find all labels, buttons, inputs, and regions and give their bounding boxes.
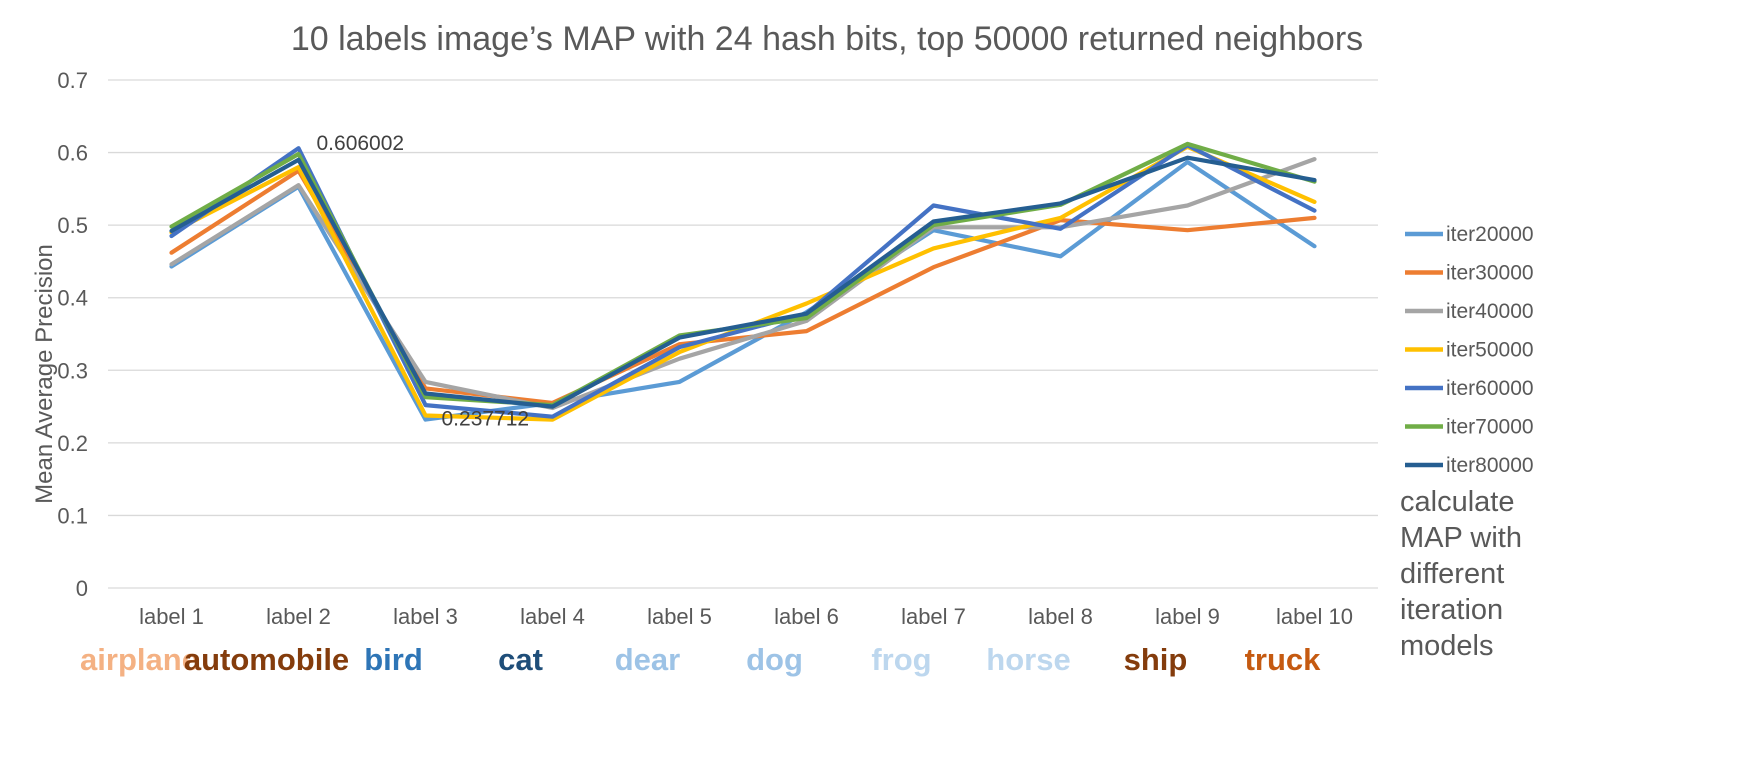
x-tick-label: label 9 xyxy=(1155,604,1220,629)
x-tick-label: label 4 xyxy=(520,604,585,629)
x-tick-label: label 2 xyxy=(266,604,331,629)
category-name: bird xyxy=(364,642,423,677)
side-note-line: models xyxy=(1400,630,1494,662)
series-line-iter60000 xyxy=(169,143,1317,419)
legend-label: iter60000 xyxy=(1446,377,1534,400)
x-tick-label: label 8 xyxy=(1028,604,1093,629)
legend: iter20000 iter30000 iter40000 iter50000 iter… xyxy=(1405,223,1534,477)
legend-label: iter80000 xyxy=(1446,454,1534,477)
y-tick-label: 0.2 xyxy=(57,431,88,456)
y-axis-ticks: 0 0.1 0.2 0.3 0.4 0.5 0.6 0.7 xyxy=(57,68,88,601)
side-note-line: MAP with xyxy=(1400,522,1522,554)
category-name: airplane xyxy=(80,642,199,677)
side-note-line: iteration xyxy=(1400,594,1503,626)
x-axis-ticks: label 1 label 2 label 3 label 4 label 5 label… xyxy=(139,604,1353,629)
series-lines xyxy=(169,141,1317,422)
category-name: truck xyxy=(1245,642,1322,677)
x-tick-label: label 1 xyxy=(139,604,204,629)
legend-label: iter20000 xyxy=(1446,223,1534,246)
y-tick-label: 0 xyxy=(76,576,88,601)
side-note: calculate MAP with different iteration model… xyxy=(1400,486,1522,662)
side-note-line: different xyxy=(1400,558,1504,590)
series-line-iter70000 xyxy=(169,141,1317,408)
category-name: automobile xyxy=(184,642,349,677)
side-note-line: calculate xyxy=(1400,486,1514,518)
y-tick-label: 0.3 xyxy=(57,358,88,383)
series-line-iter30000 xyxy=(169,168,1317,405)
chart-title: 10 labels image’s MAP with 24 hash bits,… xyxy=(291,20,1363,58)
y-tick-label: 0.6 xyxy=(57,141,88,166)
series-line-iter20000 xyxy=(169,159,1317,422)
data-label: 0.606002 xyxy=(317,132,405,155)
series-line-iter80000 xyxy=(169,155,1317,409)
x-tick-label: label 6 xyxy=(774,604,839,629)
series-line-iter40000 xyxy=(169,157,1317,411)
series-line-iter50000 xyxy=(169,144,1317,422)
legend-label: iter70000 xyxy=(1446,416,1534,439)
category-name: ship xyxy=(1124,642,1188,677)
y-tick-label: 0.5 xyxy=(57,213,88,238)
y-axis-title: Mean Average Precision xyxy=(31,244,58,504)
x-tick-label: label 3 xyxy=(393,604,458,629)
y-tick-label: 0.7 xyxy=(57,68,88,93)
category-name: cat xyxy=(498,642,543,677)
category-name: dog xyxy=(746,642,803,677)
legend-label: iter40000 xyxy=(1446,300,1534,323)
x-tick-label: label 5 xyxy=(647,604,712,629)
legend-label: iter50000 xyxy=(1446,339,1534,362)
y-tick-label: 0.1 xyxy=(57,503,88,528)
category-name: horse xyxy=(986,642,1070,677)
data-annotations: 0.606002 0.237712 xyxy=(317,132,530,430)
y-tick-label: 0.4 xyxy=(57,286,88,311)
category-name: dear xyxy=(615,642,680,677)
x-tick-label: label 10 xyxy=(1276,604,1353,629)
x-tick-label: label 7 xyxy=(901,604,966,629)
data-label: 0.237712 xyxy=(442,407,530,430)
category-name: frog xyxy=(871,642,931,677)
legend-label: iter30000 xyxy=(1446,262,1534,285)
